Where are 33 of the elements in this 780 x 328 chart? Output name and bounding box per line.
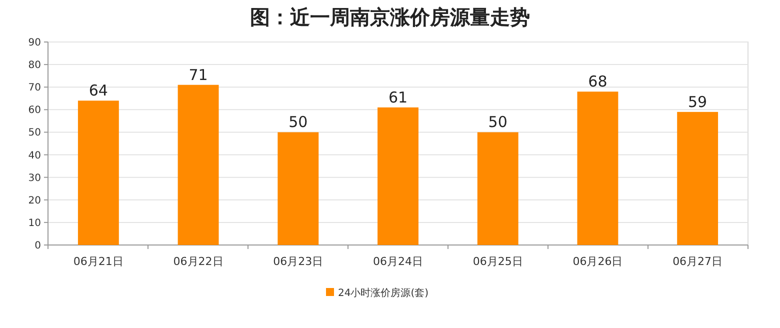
y-tick-label: 70 — [28, 82, 41, 94]
y-tick-label: 50 — [28, 128, 41, 139]
data-label: 64 — [88, 82, 108, 100]
y-tick-label: 60 — [28, 105, 41, 116]
data-label: 50 — [488, 113, 508, 132]
y-tick-label: 0 — [34, 240, 41, 252]
legend-label: 24小时涨价房源(套) — [338, 287, 429, 299]
bar — [278, 132, 319, 245]
x-tick-label: 06月27日 — [672, 255, 723, 268]
x-tick-label: 06月21日 — [73, 255, 124, 268]
y-tick-label: 40 — [28, 150, 41, 162]
y-tick-label: 30 — [28, 172, 41, 184]
bar — [677, 112, 718, 245]
data-label: 50 — [288, 113, 308, 132]
chart-title: 图：近一周南京涨价房源量走势 — [250, 5, 530, 29]
x-tick-label: 06月24日 — [373, 255, 423, 268]
y-tick-label: 20 — [28, 195, 41, 206]
y-tick-label: 90 — [28, 38, 41, 48]
bar — [378, 107, 418, 245]
x-tick-label: 06月22日 — [173, 255, 224, 268]
y-tick-label: 10 — [28, 218, 41, 229]
data-label: 61 — [388, 88, 408, 106]
bar — [178, 84, 219, 245]
x-tick-label: 06月26日 — [572, 255, 623, 268]
x-tick-label: 06月25日 — [472, 255, 523, 268]
x-tick-label: 06月23日 — [273, 255, 324, 268]
bar — [78, 100, 119, 245]
bar — [577, 92, 618, 245]
data-label: 59 — [688, 92, 708, 111]
y-tick-label: 80 — [28, 60, 41, 72]
data-label: 71 — [188, 66, 208, 84]
data-label: 68 — [588, 72, 608, 91]
bar — [477, 132, 518, 245]
